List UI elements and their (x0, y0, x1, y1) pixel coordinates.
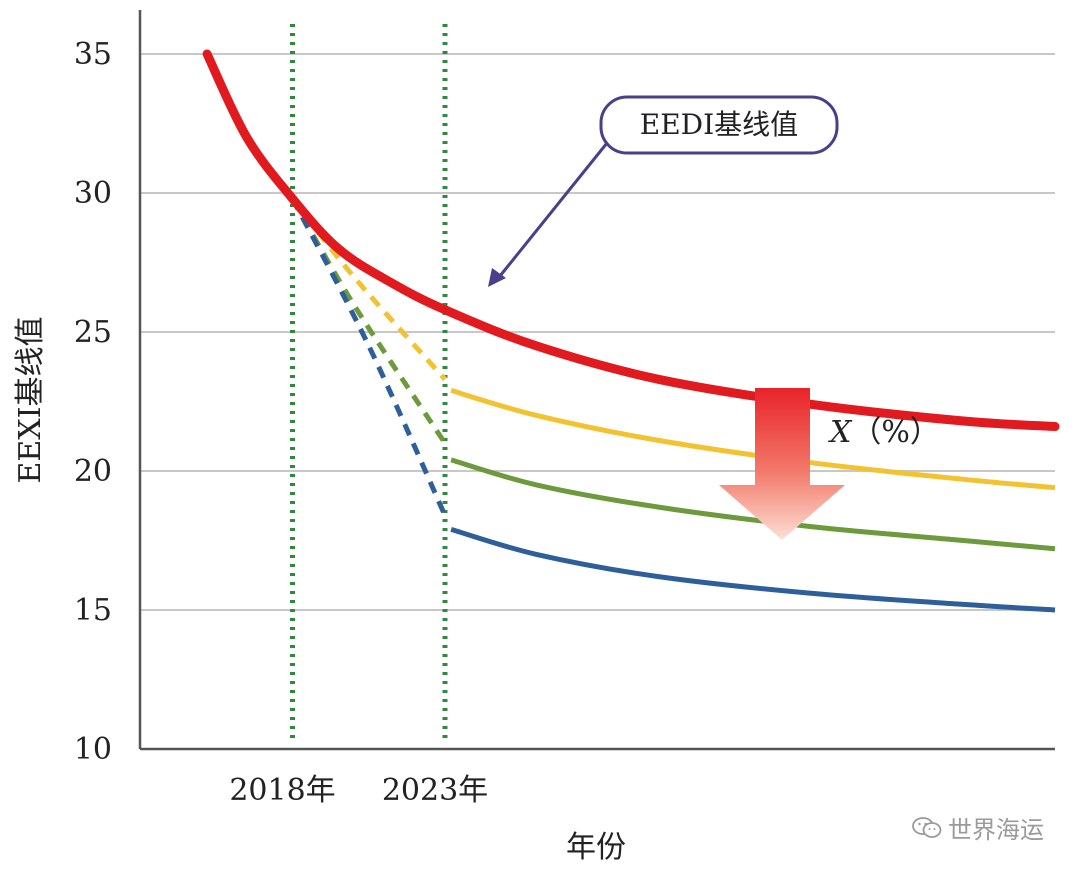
y-tick-label: 20 (74, 454, 112, 489)
eedi-callout: EEDI基线值 (488, 95, 839, 287)
reduction-line-solid (450, 526, 1056, 613)
reduction-line-solid (450, 457, 1056, 552)
reduction-line-solid (450, 388, 1056, 491)
reduction-line-dashed (290, 197, 448, 445)
reduction-label: X（%） (828, 415, 940, 450)
y-tick-label: 15 (74, 593, 112, 628)
reduction-label-rest: （%） (851, 415, 940, 450)
x-tick-label: 2018年 (229, 773, 335, 808)
grid-lines (140, 53, 1055, 611)
x-tick-label: 2023年 (382, 773, 488, 808)
watermark-text: 世界海运 (948, 816, 1044, 844)
y-tick-label: 30 (74, 176, 112, 211)
y-tick-label: 25 (74, 315, 112, 350)
reduction-label-x: X (828, 415, 853, 450)
reduction-arrow (719, 388, 845, 540)
eedi-baseline-line (202, 49, 1060, 431)
callout-label: EEDI基线值 (640, 108, 798, 141)
y-axis-title: EEXI基线值 (13, 316, 48, 483)
reduction-line-dashed (290, 197, 448, 517)
watermark: 世界海运 (912, 810, 1044, 845)
y-tick-label: 35 (74, 37, 112, 72)
x-axis-title: 年份 (566, 830, 626, 865)
x-tick-labels: 2018年 2023年 (229, 773, 488, 808)
milestone-lines (290, 24, 448, 742)
axes (138, 10, 1055, 751)
wechat-icon (912, 816, 942, 839)
y-tick-labels: 10 15 20 25 30 35 (74, 37, 112, 767)
series-lines (202, 49, 1060, 613)
y-tick-label: 10 (74, 732, 112, 767)
